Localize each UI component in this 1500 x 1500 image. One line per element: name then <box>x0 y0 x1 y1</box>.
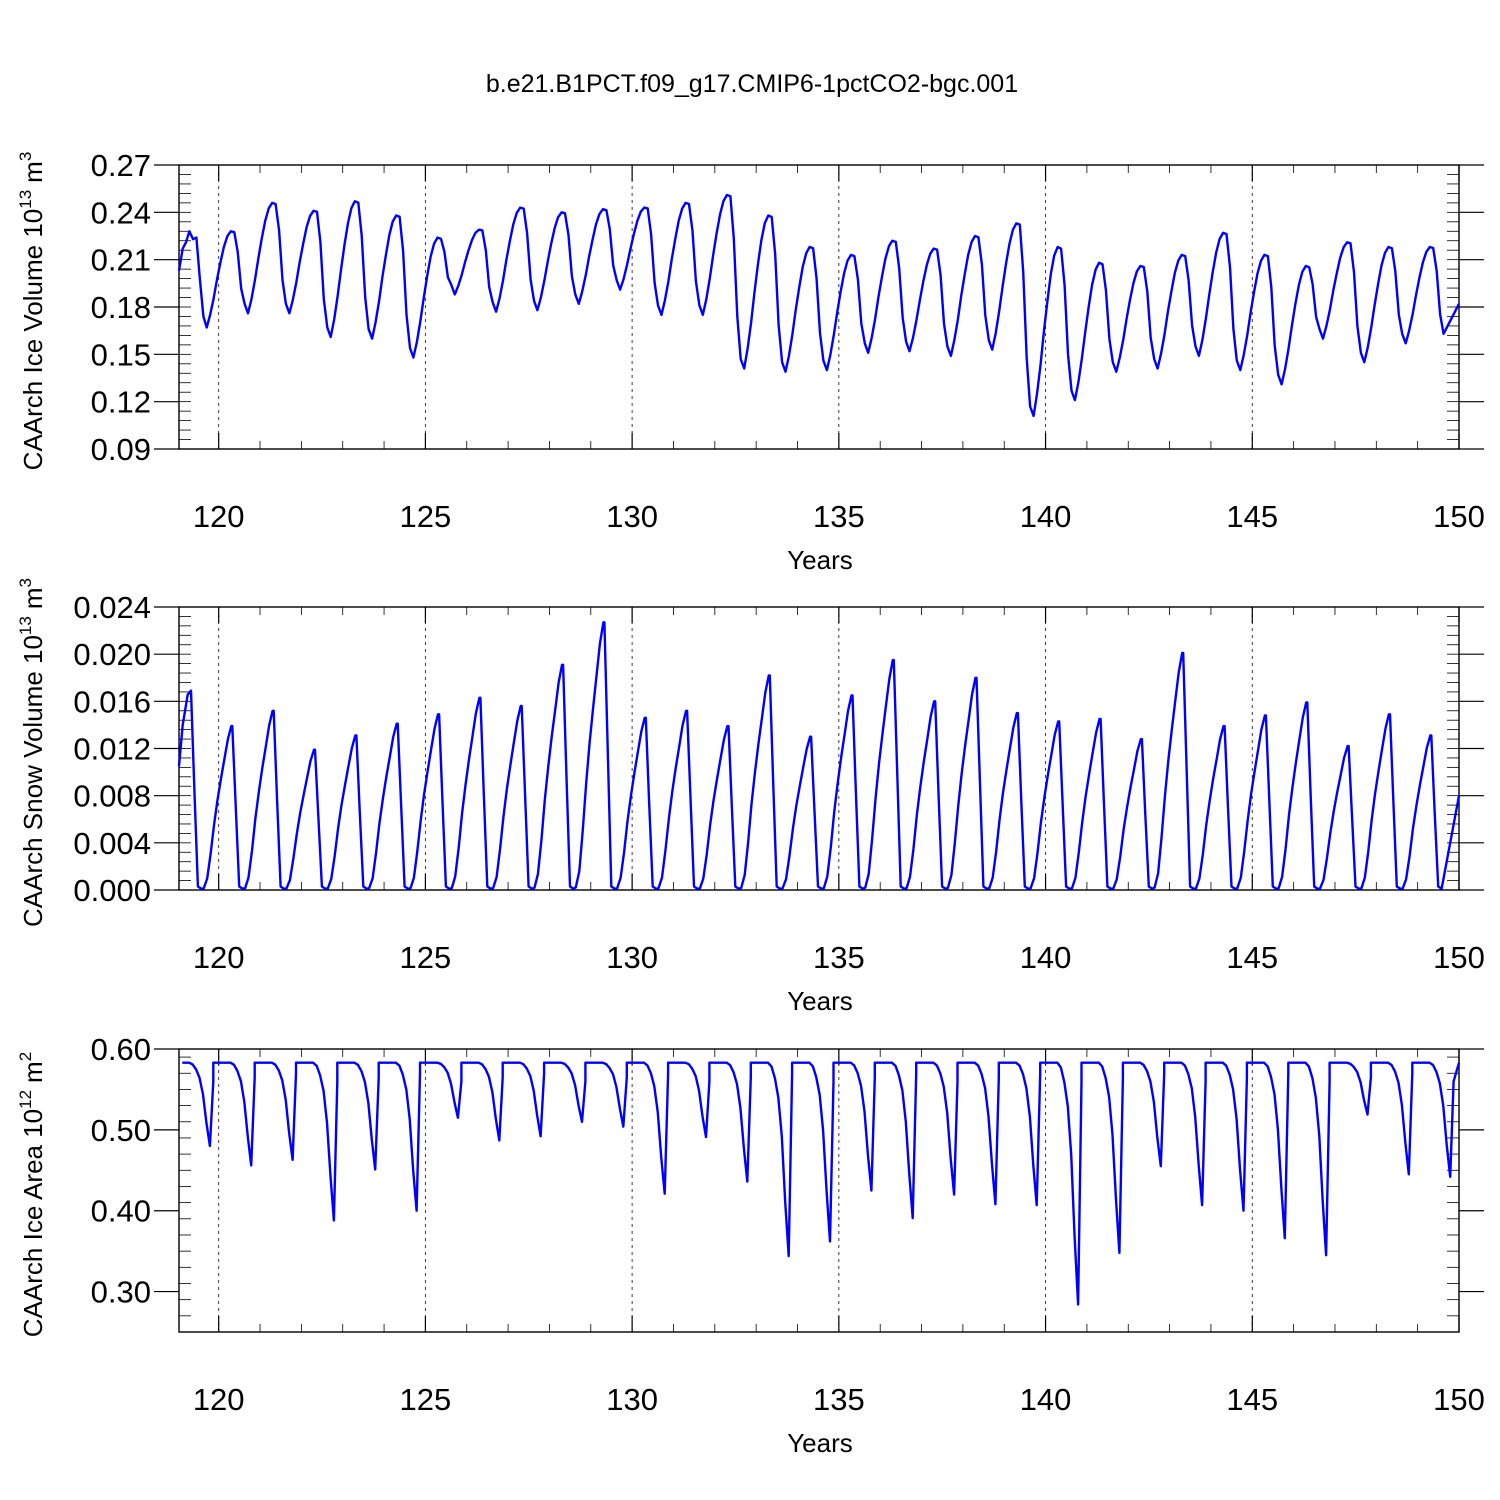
axis-ticks <box>154 606 1484 891</box>
x-gridlines <box>218 607 1460 890</box>
y-tick-label: 0.024 <box>73 590 151 625</box>
x-tick-label: 145 <box>1226 499 1278 534</box>
x-axis-label: Years <box>787 1428 853 1458</box>
y-label-exponent: 13 <box>16 616 35 635</box>
x-tick-label: 145 <box>1226 940 1278 975</box>
y-label-unit: m <box>18 587 48 609</box>
x-tick-label: 130 <box>606 940 658 975</box>
x-tick-label: 120 <box>193 499 245 534</box>
y-tick-label: 0.004 <box>73 826 151 861</box>
y-tick-label: 0.18 <box>91 290 151 325</box>
y-tick-label: 0.60 <box>91 1032 151 1067</box>
x-tick-label: 135 <box>813 940 865 975</box>
x-axis-label: Years <box>787 986 853 1016</box>
plot-frame <box>178 606 1460 891</box>
y-label-unit: m <box>18 161 48 183</box>
ice-area-line <box>182 1061 1461 1306</box>
y-axis-label: CAArch Ice Volume 1013 m3 <box>16 152 48 471</box>
y-tick-label: 0.50 <box>91 1113 151 1148</box>
x-tick-labels: 120 125 130 135 140 145 150 <box>193 499 1485 534</box>
y-axis-label: CAArch Snow Volume 1013 m3 <box>16 578 48 927</box>
x-tick-label: 150 <box>1433 499 1485 534</box>
x-tick-label: 120 <box>193 1382 245 1417</box>
y-tick-label: 0.21 <box>91 243 151 278</box>
x-tick-label: 140 <box>1020 499 1072 534</box>
x-tick-label: 125 <box>400 940 452 975</box>
y-tick-label: 0.30 <box>91 1275 151 1310</box>
x-tick-label: 125 <box>400 499 452 534</box>
snow-volume-line <box>177 621 1461 890</box>
y-tick-labels: 0.09 0.12 0.15 0.18 0.21 0.24 0.27 <box>91 148 151 467</box>
x-tick-labels: 120 125 130 135 140 145 150 <box>193 1382 1485 1417</box>
y-tick-label: 0.12 <box>91 385 151 420</box>
y-tick-label: 0.24 <box>91 195 151 230</box>
ice-volume-line <box>177 193 1461 418</box>
x-tick-labels: 120 125 130 135 140 145 150 <box>193 940 1485 975</box>
y-label-exponent: 13 <box>16 190 35 209</box>
y-label-unit: m <box>18 1061 48 1083</box>
panel-ice-volume: 0.09 0.12 0.15 0.18 0.21 0.24 0.27 120 125 130 13… <box>16 148 1485 575</box>
x-tick-label: 135 <box>813 499 865 534</box>
y-label-text: CAArch Snow Volume 10 <box>18 635 48 927</box>
x-tick-label: 120 <box>193 940 245 975</box>
x-axis-label: Years <box>787 545 853 575</box>
y-label-unit-exponent: 3 <box>16 578 35 587</box>
x-tick-label: 135 <box>813 1382 865 1417</box>
x-tick-label: 125 <box>400 1382 452 1417</box>
y-tick-label: 0.016 <box>73 684 151 719</box>
y-tick-label: 0.40 <box>91 1194 151 1229</box>
plot-frame <box>178 1048 1460 1333</box>
axis-ticks <box>154 164 1484 450</box>
y-tick-labels: 0.30 0.40 0.50 0.60 <box>91 1032 151 1310</box>
plot-frame <box>178 164 1460 450</box>
x-tick-label: 130 <box>606 499 658 534</box>
y-tick-label: 0.27 <box>91 148 151 183</box>
y-label-text: CAArch Ice Area 10 <box>18 1109 48 1337</box>
y-label-unit-exponent: 2 <box>16 1052 35 1061</box>
x-tick-label: 145 <box>1226 1382 1278 1417</box>
y-tick-label: 0.09 <box>91 432 151 467</box>
x-tick-label: 150 <box>1433 1382 1485 1417</box>
panel-ice-area: 0.30 0.40 0.50 0.60 120 125 130 135 140 145 150 Y… <box>16 1032 1485 1458</box>
x-tick-label: 130 <box>606 1382 658 1417</box>
x-tick-label: 140 <box>1020 940 1072 975</box>
y-tick-label: 0.012 <box>73 732 151 767</box>
y-label-unit-exponent: 3 <box>16 152 35 161</box>
chart-title: b.e21.B1PCT.f09_g17.CMIP6-1pctCO2-bgc.00… <box>486 70 1018 98</box>
y-label-text: CAArch Ice Volume 10 <box>18 209 48 471</box>
y-tick-label: 0.15 <box>91 337 151 372</box>
x-tick-label: 150 <box>1433 940 1485 975</box>
y-axis-label: CAArch Ice Area 1012 m2 <box>16 1052 48 1337</box>
y-tick-label: 0.000 <box>73 873 151 908</box>
y-tick-label: 0.008 <box>73 779 151 814</box>
y-label-exponent: 12 <box>16 1090 35 1109</box>
x-tick-label: 140 <box>1020 1382 1072 1417</box>
y-tick-labels: 0.000 0.004 0.008 0.012 0.016 0.020 0.024 <box>73 590 151 908</box>
y-tick-label: 0.020 <box>73 637 151 672</box>
